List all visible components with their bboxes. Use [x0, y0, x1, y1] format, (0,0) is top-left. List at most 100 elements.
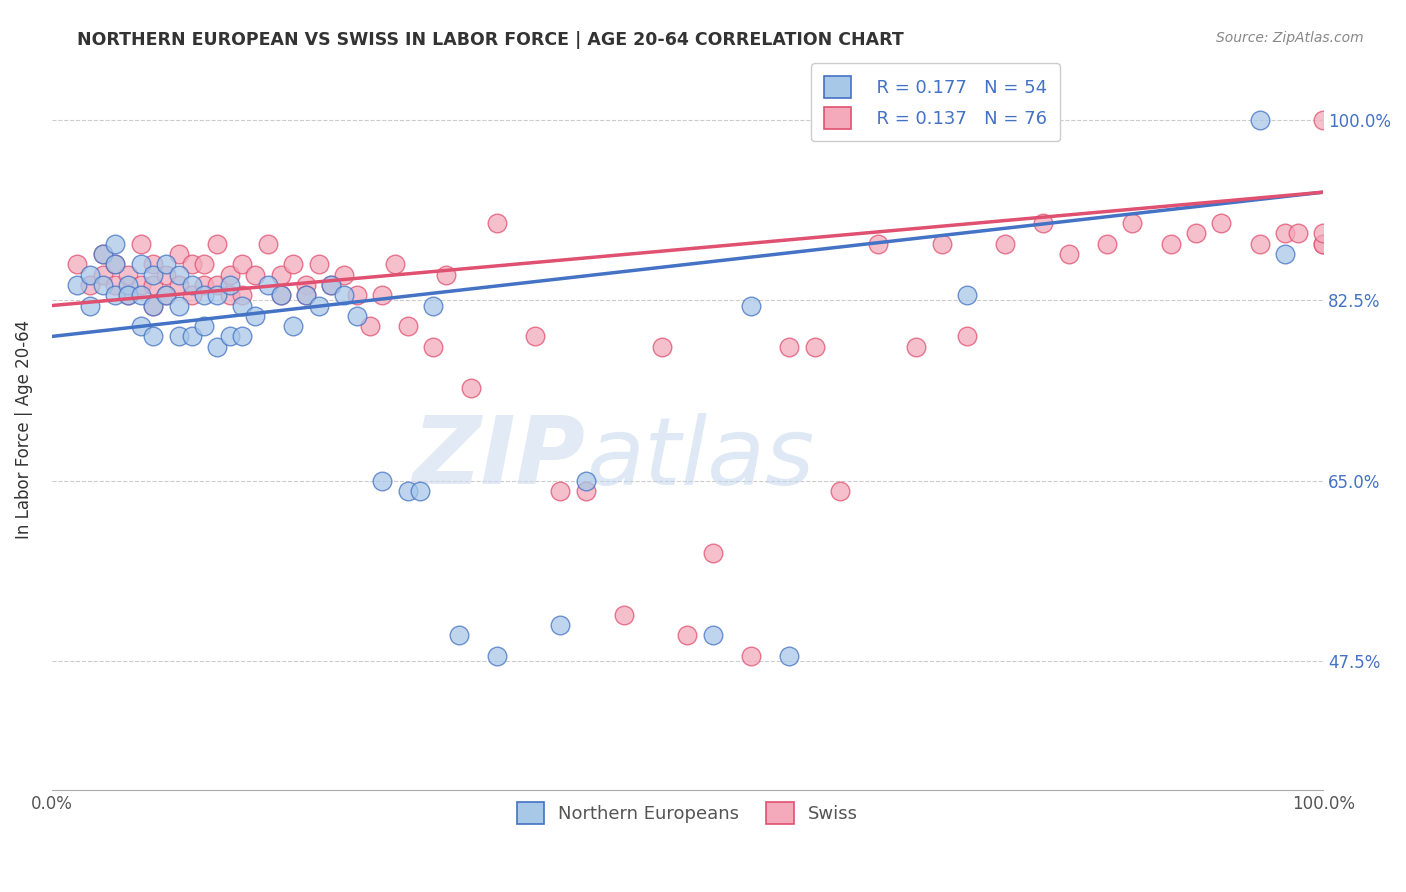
Point — [218, 288, 240, 302]
Point — [1211, 216, 1233, 230]
Point — [485, 648, 508, 663]
Point — [193, 277, 215, 292]
Point — [142, 329, 165, 343]
Point — [104, 277, 127, 292]
Point — [117, 288, 139, 302]
Point — [167, 268, 190, 282]
Point — [205, 277, 228, 292]
Point — [270, 288, 292, 302]
Point — [460, 381, 482, 395]
Point — [1312, 236, 1334, 251]
Point — [155, 257, 177, 271]
Point — [66, 277, 89, 292]
Point — [218, 329, 240, 343]
Point — [283, 319, 305, 334]
Point — [129, 288, 152, 302]
Point — [257, 277, 280, 292]
Point — [104, 257, 127, 271]
Point — [1312, 227, 1334, 241]
Point — [155, 288, 177, 302]
Point — [550, 484, 572, 499]
Point — [243, 268, 266, 282]
Point — [333, 288, 356, 302]
Point — [396, 319, 419, 334]
Point — [1312, 236, 1334, 251]
Point — [167, 299, 190, 313]
Point — [91, 247, 114, 261]
Point — [142, 299, 165, 313]
Point — [104, 288, 127, 302]
Point — [651, 340, 673, 354]
Point — [575, 484, 598, 499]
Point — [613, 607, 636, 622]
Point — [333, 268, 356, 282]
Point — [702, 628, 724, 642]
Point — [231, 288, 253, 302]
Point — [218, 277, 240, 292]
Point — [803, 340, 825, 354]
Point — [91, 277, 114, 292]
Point — [956, 288, 979, 302]
Point — [283, 257, 305, 271]
Point — [155, 288, 177, 302]
Legend: Northern Europeans, Swiss: Northern Europeans, Swiss — [506, 791, 869, 835]
Point — [321, 277, 343, 292]
Point — [205, 340, 228, 354]
Point — [1185, 227, 1208, 241]
Point — [422, 340, 444, 354]
Point — [523, 329, 546, 343]
Point — [129, 257, 152, 271]
Point — [167, 277, 190, 292]
Point — [270, 268, 292, 282]
Point — [1121, 216, 1143, 230]
Point — [231, 299, 253, 313]
Point — [193, 319, 215, 334]
Point — [931, 236, 953, 251]
Point — [1312, 113, 1334, 128]
Point — [193, 288, 215, 302]
Point — [91, 247, 114, 261]
Point — [142, 299, 165, 313]
Point — [257, 236, 280, 251]
Point — [740, 299, 762, 313]
Point — [1249, 236, 1271, 251]
Point — [447, 628, 470, 642]
Point — [956, 329, 979, 343]
Point — [180, 257, 202, 271]
Point — [104, 236, 127, 251]
Point — [422, 299, 444, 313]
Point — [180, 288, 202, 302]
Point — [1249, 113, 1271, 128]
Point — [1032, 216, 1054, 230]
Point — [117, 277, 139, 292]
Point — [575, 474, 598, 488]
Point — [142, 268, 165, 282]
Point — [142, 277, 165, 292]
Point — [270, 288, 292, 302]
Point — [828, 484, 851, 499]
Point — [1057, 247, 1080, 261]
Point — [1286, 227, 1309, 241]
Point — [396, 484, 419, 499]
Point — [129, 319, 152, 334]
Point — [346, 309, 368, 323]
Text: ZIP: ZIP — [413, 412, 586, 504]
Point — [180, 329, 202, 343]
Point — [1095, 236, 1118, 251]
Point — [104, 257, 127, 271]
Point — [66, 257, 89, 271]
Point — [409, 484, 432, 499]
Point — [155, 268, 177, 282]
Point — [129, 236, 152, 251]
Point — [346, 288, 368, 302]
Point — [371, 474, 394, 488]
Point — [180, 277, 202, 292]
Point — [243, 309, 266, 323]
Point — [205, 288, 228, 302]
Text: atlas: atlas — [586, 413, 814, 504]
Point — [129, 277, 152, 292]
Point — [193, 257, 215, 271]
Point — [550, 618, 572, 632]
Point — [231, 329, 253, 343]
Point — [117, 288, 139, 302]
